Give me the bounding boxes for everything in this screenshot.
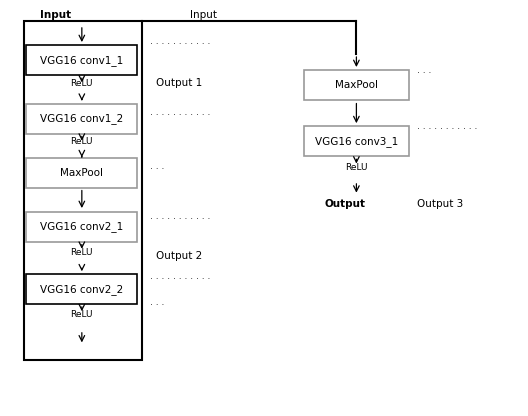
Text: . . .: . . . (150, 162, 165, 171)
Text: . . .: . . . (417, 66, 431, 75)
Bar (304, 70, 409, 100)
Text: VGG16 conv2_2: VGG16 conv2_2 (40, 284, 124, 295)
Bar (26, 45, 137, 75)
Text: . . . . . . . . . . .: . . . . . . . . . . . (150, 108, 211, 117)
Text: MaxPool: MaxPool (60, 168, 103, 178)
Text: VGG16 conv1_1: VGG16 conv1_1 (40, 55, 124, 66)
Bar (26, 274, 137, 304)
Text: ReLU: ReLU (71, 310, 93, 319)
Text: . . .: . . . (150, 298, 165, 307)
Text: Output 3: Output 3 (417, 199, 464, 209)
Text: . . . . . . . . . . .: . . . . . . . . . . . (417, 122, 477, 131)
Text: . . . . . . . . . . .: . . . . . . . . . . . (150, 212, 211, 221)
Text: . . . . . . . . . . .: . . . . . . . . . . . (150, 272, 211, 281)
Text: Input: Input (40, 10, 71, 20)
Text: VGG16 conv1_2: VGG16 conv1_2 (40, 113, 124, 124)
Bar (304, 126, 409, 156)
Bar (24, 21, 142, 360)
Text: VGG16 conv3_1: VGG16 conv3_1 (315, 136, 398, 147)
Text: MaxPool: MaxPool (335, 80, 378, 90)
Text: . . . . . . . . . . .: . . . . . . . . . . . (150, 37, 211, 46)
Text: VGG16 conv2_1: VGG16 conv2_1 (40, 221, 124, 232)
Text: Output 2: Output 2 (156, 251, 202, 261)
Bar (26, 158, 137, 188)
Text: Input: Input (190, 10, 217, 20)
Bar (26, 104, 137, 134)
Text: Output 1: Output 1 (156, 78, 202, 88)
Bar (26, 212, 137, 242)
Text: ReLU: ReLU (345, 163, 367, 172)
Text: Output: Output (325, 199, 366, 209)
Text: ReLU: ReLU (71, 137, 93, 146)
Text: ReLU: ReLU (71, 79, 93, 88)
Text: ReLU: ReLU (71, 248, 93, 257)
